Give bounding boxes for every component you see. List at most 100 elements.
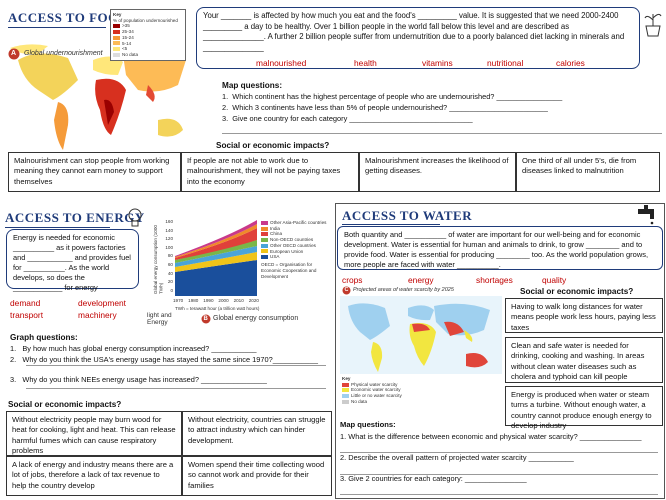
y-tick: 0 [170, 287, 173, 293]
answer-line [26, 388, 326, 389]
y-axis-label: Global energy consumption (1000 TWh) [153, 225, 164, 294]
answer-line [340, 494, 658, 495]
map-label-badge [8, 48, 20, 60]
legend-item: European Union [261, 249, 333, 255]
questions-title: Graph questions: [10, 333, 78, 342]
impact-cell: Energy is produced when water or steam t… [505, 386, 663, 430]
legend-item: Other OECD countries [261, 243, 333, 249]
key-item: <5 [113, 46, 183, 52]
q-text: Describe the overall pattern of projecte… [348, 453, 574, 463]
food-paragraph: Your _______ is affected by how much you… [196, 7, 640, 69]
figure-caption: Global energy consumption [213, 315, 299, 322]
figure-note: OECD = Organisation for Economic Coopera… [261, 262, 317, 279]
y-ticks: 160 140 120 100 80 60 40 20 0 [163, 218, 173, 295]
word: machinery [78, 310, 117, 320]
map-label-badge [342, 286, 351, 295]
legend-label: USA [270, 254, 280, 260]
legend-label: European Union [270, 248, 304, 254]
question: 3. Give 2 countries for each category: _… [340, 473, 662, 484]
key-item: Economic water scarcity [342, 387, 432, 393]
q-text: What is the difference between economic … [348, 432, 642, 441]
answer-line [340, 474, 658, 475]
questions-title: Map questions: [340, 420, 396, 429]
energy-figure: Global energy consumption (1000 TWh) 160… [147, 216, 333, 328]
q-number: 1. [10, 344, 17, 353]
x-tick: 2010 [233, 298, 244, 303]
figure-note: TWh = terawatt hour (a trillion watt hou… [175, 306, 260, 311]
q-text: Why do you think NEEs energy usage has i… [22, 375, 267, 385]
key-label: Physical water scarcity [351, 381, 398, 387]
y-tick: 80 [167, 253, 173, 259]
title-underline [5, 227, 110, 228]
q-text: Which continent has the highest percenta… [232, 92, 563, 101]
key-item: Physical water scarcity [342, 382, 432, 388]
q-number: 3. [222, 114, 229, 124]
map-label: C [344, 287, 349, 293]
word: vitamins [422, 58, 453, 68]
key-label: 15-24 [122, 34, 134, 40]
question: 2. Why do you think the USA's energy usa… [10, 354, 330, 365]
key-item: 15-24 [113, 35, 183, 41]
area-chart-image [175, 220, 257, 296]
key-subtitle: % of population undernourished [113, 17, 178, 23]
key-title: Key [113, 12, 122, 17]
question: 2. Describe the overall pattern of proje… [340, 452, 662, 463]
impact-cell: Having to walk long distances for water … [505, 298, 663, 333]
word: development [78, 298, 126, 308]
x-tick: 2020 [248, 298, 259, 303]
x-tick: 1980 [188, 298, 199, 303]
key-item: >35 [113, 23, 183, 29]
water-map [340, 296, 502, 374]
water-key: Key Physical water scarcity Economic wat… [342, 376, 432, 405]
impact-cell: Without electricity, countries can strug… [182, 411, 332, 456]
impacts-title: Social or economic impacts? [216, 141, 330, 150]
map-caption: Global undernourishment [24, 50, 103, 57]
plant-icon [644, 13, 662, 37]
q-text: Give 2 countries for each category: ____… [348, 474, 527, 484]
answer-line [26, 365, 326, 366]
word: calories [556, 58, 585, 68]
bulb-icon [128, 208, 142, 227]
impact-cell: Women spend their time collecting wood s… [182, 456, 332, 496]
word: malnourished [256, 58, 307, 68]
legend-item: Other Asia-Pacific countries [261, 220, 333, 226]
key-item: 25-34 [113, 29, 183, 35]
x-tick: 1990 [203, 298, 214, 303]
figure-label: B [203, 315, 208, 322]
key-item: No data [342, 399, 432, 405]
impacts-title: Social or economic impacts? [520, 287, 634, 296]
legend-label: Non-OECD countries [270, 237, 314, 243]
x-tick: 1970 [173, 298, 184, 303]
key-label: 5-14 [122, 40, 132, 46]
figure-label-badge [201, 314, 211, 324]
q-number: 1. [340, 432, 347, 441]
key-item: 5-14 [113, 41, 183, 47]
word: quality [542, 275, 567, 285]
word: nutritional [487, 58, 524, 68]
x-ticks: 1970 1980 1990 2000 2010 2020 [173, 298, 259, 304]
key-item: No data [113, 52, 183, 58]
title-underline [8, 27, 106, 28]
tap-icon [638, 205, 654, 225]
q-number: 3. [340, 474, 347, 484]
title-underline [342, 224, 440, 225]
questions: 1. Which continent has the highest perce… [222, 91, 662, 124]
q-number: 1. [222, 92, 229, 101]
answer-line [222, 133, 662, 134]
key-label: Little or no water scarcity [351, 393, 402, 399]
q-text: Give one country for each category _____… [232, 114, 473, 124]
questions-title: Map questions: [222, 81, 283, 90]
q-number: 2. [10, 355, 17, 365]
y-tick: 100 [165, 244, 173, 250]
key-label: <5 [122, 46, 128, 52]
impact-cell: Clean and safe water is needed for drink… [505, 337, 663, 383]
y-tick: 160 [165, 219, 173, 224]
y-tick: 120 [165, 236, 173, 242]
legend-label: Other OECD countries [270, 242, 316, 248]
energy-paragraph: Energy is needed for economic __________… [6, 229, 139, 292]
impact-cell: Malnourishment increases the likelihood … [359, 152, 516, 192]
answer-line [340, 452, 658, 453]
impact-cell: Without electricity people may burn wood… [6, 411, 182, 456]
q-number: 2. [340, 453, 347, 463]
